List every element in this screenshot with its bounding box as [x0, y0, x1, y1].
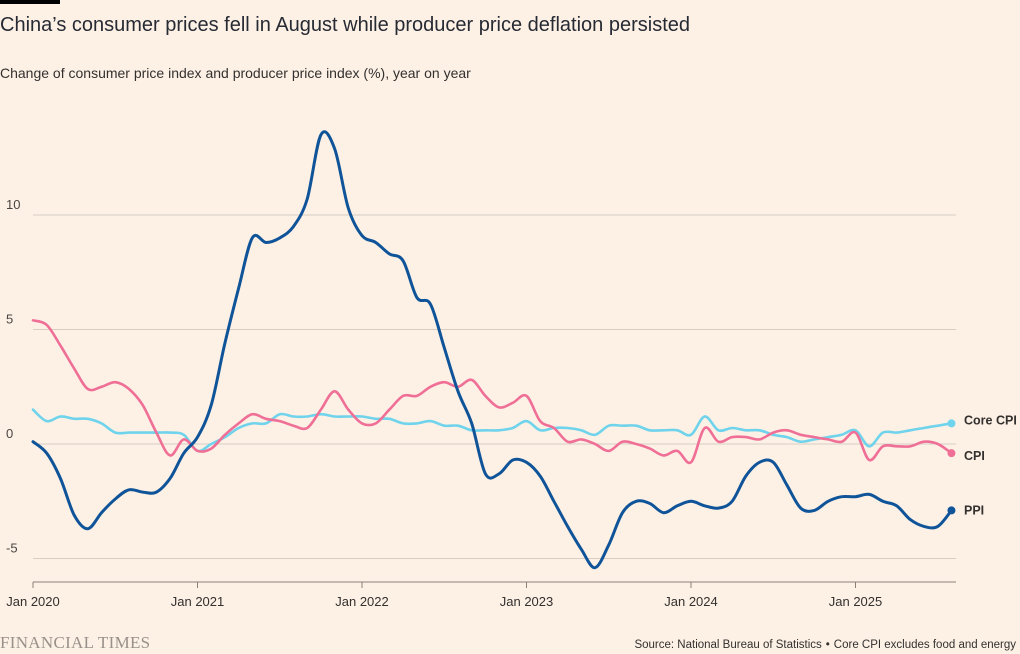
x-tick-label: Jan 2021 — [171, 594, 225, 609]
series-end-dot-cpi — [947, 449, 956, 458]
series-label-cpi: CPI — [964, 449, 985, 463]
x-tick-label: Jan 2020 — [6, 594, 60, 609]
x-tick-label: Jan 2022 — [335, 594, 389, 609]
series-end-dot-ppi — [947, 506, 956, 515]
brand-top-bar — [0, 0, 60, 4]
source-note: Source: National Bureau of Statistics • Co… — [634, 639, 1016, 651]
series-line-cpi — [31, 319, 953, 465]
chart-title: China’s consumer prices fell in August w… — [0, 14, 690, 36]
x-tick-label: Jan 2024 — [664, 594, 718, 609]
series-label-core-cpi: Core CPI — [964, 413, 1017, 427]
series-line-ppi — [31, 130, 953, 570]
source-text: Source: National Bureau of Statistics — [634, 639, 822, 651]
y-tick-label: 0 — [6, 426, 13, 441]
y-tick-label: -5 — [6, 541, 18, 556]
series-line-core-cpi — [31, 408, 953, 453]
x-tick-label: Jan 2025 — [829, 594, 883, 609]
series-end-dot-core-cpi — [947, 419, 956, 428]
y-tick-label: 10 — [6, 197, 20, 212]
ft-logo: FINANCIAL TIMES — [0, 633, 151, 652]
x-tick-label: Jan 2023 — [500, 594, 554, 609]
chart-subtitle: Change of consumer price index and produ… — [0, 65, 471, 81]
y-tick-label: 5 — [6, 312, 13, 327]
series-label-ppi: PPI — [964, 503, 984, 517]
source-footnote: Core CPI excludes food and energy — [833, 639, 1016, 651]
source-separator: • — [825, 639, 830, 651]
